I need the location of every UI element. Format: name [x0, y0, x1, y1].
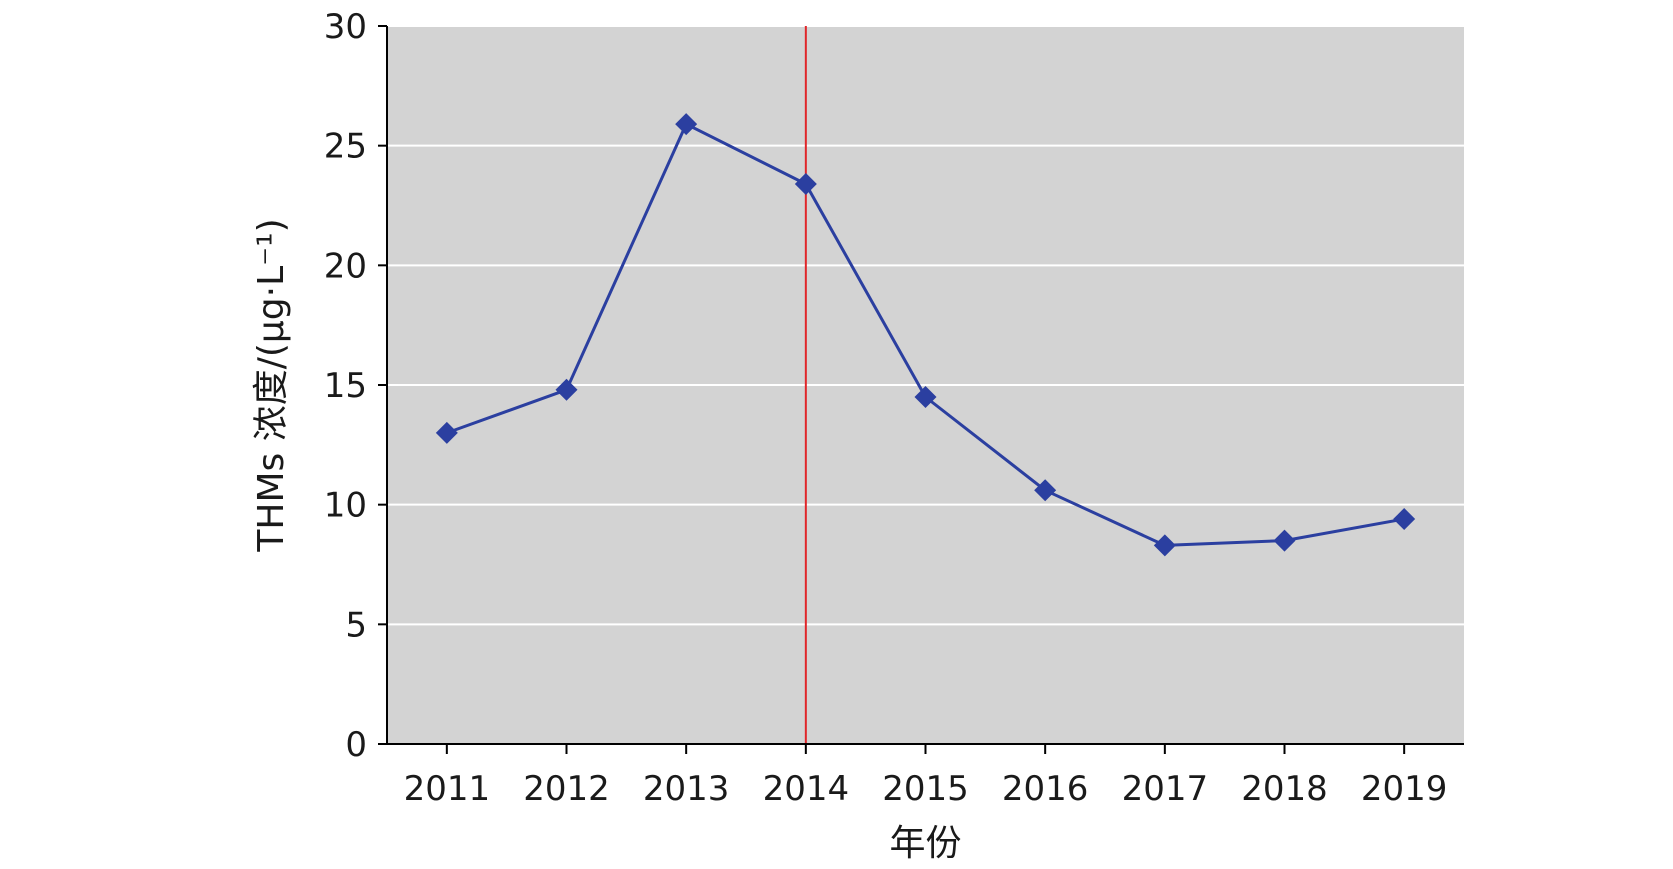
data-point-2016	[1034, 479, 1057, 502]
y-tick-label-15: 15	[324, 366, 367, 406]
x-axis-title: 年份	[889, 823, 961, 864]
x-tick-label-2019: 2019	[1361, 769, 1448, 809]
y-tick-label-10: 10	[324, 486, 367, 526]
x-tick-label-2016: 2016	[1002, 769, 1089, 809]
x-tick-label-2018: 2018	[1241, 769, 1328, 809]
series-group	[435, 113, 1416, 557]
data-point-2018	[1273, 529, 1296, 552]
y-tick-label-25: 25	[324, 127, 367, 167]
x-tick-label-2011: 2011	[404, 769, 491, 809]
data-point-2015	[914, 385, 937, 408]
x-tick-label-2014: 2014	[763, 769, 850, 809]
data-point-2012	[555, 378, 578, 401]
x-tick-label-2012: 2012	[523, 769, 610, 809]
y-tick-label-20: 20	[324, 246, 367, 286]
y-tick-label-0: 0	[345, 725, 367, 765]
x-tick-label-2017: 2017	[1122, 769, 1209, 809]
x-tick-label-2013: 2013	[643, 769, 730, 809]
data-point-2017	[1153, 534, 1176, 557]
x-tick-label-2015: 2015	[882, 769, 969, 809]
tick-labels: 0 5 10 15 20 25 30 2011 2012 2013 2014 2015 2016 2017…	[324, 7, 1448, 809]
y-tick-label-5: 5	[345, 605, 367, 645]
data-point-2019	[1393, 508, 1416, 531]
data-point-2014	[794, 172, 817, 195]
y-axis-title: THMs 浓度/(μg·L⁻¹)	[251, 218, 292, 552]
y-tick-label-30: 30	[324, 7, 367, 47]
data-point-2011	[435, 421, 458, 444]
axes	[378, 25, 1464, 754]
data-point-2013	[675, 113, 698, 136]
